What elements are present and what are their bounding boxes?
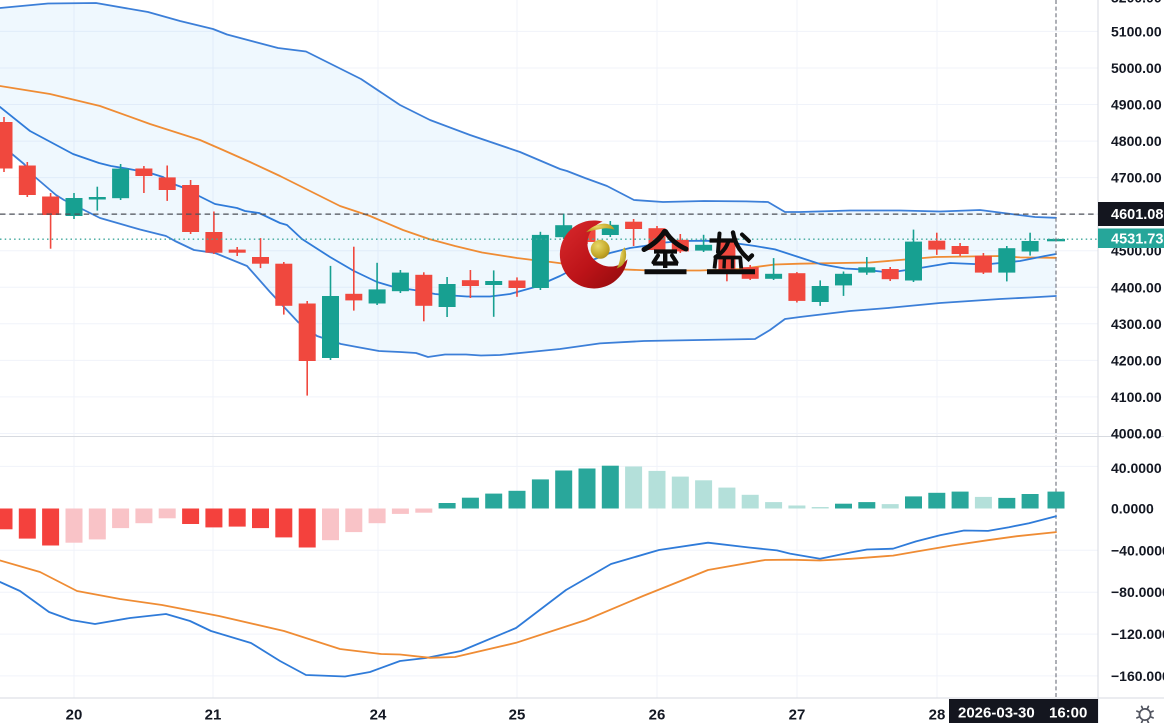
svg-text:24: 24 xyxy=(370,707,387,724)
svg-text:16:00: 16:00 xyxy=(1049,705,1087,722)
svg-text:28: 28 xyxy=(929,707,946,724)
svg-text:2026-03-30: 2026-03-30 xyxy=(958,705,1035,722)
svg-text:4200.00: 4200.00 xyxy=(1111,352,1162,368)
svg-text:5000.00: 5000.00 xyxy=(1111,60,1162,76)
svg-text:4700.00: 4700.00 xyxy=(1111,170,1162,186)
svg-text:4531.73: 4531.73 xyxy=(1111,232,1163,248)
svg-text:5200.00: 5200.00 xyxy=(1111,0,1162,6)
svg-text:25: 25 xyxy=(509,707,526,724)
svg-text:20: 20 xyxy=(66,707,83,724)
svg-text:−120.0000: −120.0000 xyxy=(1111,626,1164,642)
svg-text:5100.00: 5100.00 xyxy=(1111,23,1162,39)
svg-text:4800.00: 4800.00 xyxy=(1111,133,1162,149)
svg-text:40.0000: 40.0000 xyxy=(1111,460,1162,476)
svg-text:4300.00: 4300.00 xyxy=(1111,316,1162,332)
svg-text:26: 26 xyxy=(649,707,666,724)
svg-text:27: 27 xyxy=(789,707,806,724)
svg-text:4000.00: 4000.00 xyxy=(1111,426,1162,442)
svg-text:4400.00: 4400.00 xyxy=(1111,279,1162,295)
svg-text:−40.0000: −40.0000 xyxy=(1111,542,1164,558)
svg-text:4100.00: 4100.00 xyxy=(1111,389,1162,405)
svg-text:4900.00: 4900.00 xyxy=(1111,97,1162,113)
svg-text:4601.08: 4601.08 xyxy=(1111,207,1163,223)
svg-text:0.0000: 0.0000 xyxy=(1111,500,1154,516)
svg-text:−80.0000: −80.0000 xyxy=(1111,584,1164,600)
svg-text:21: 21 xyxy=(205,707,222,724)
svg-text:−160.0000: −160.0000 xyxy=(1111,668,1164,684)
